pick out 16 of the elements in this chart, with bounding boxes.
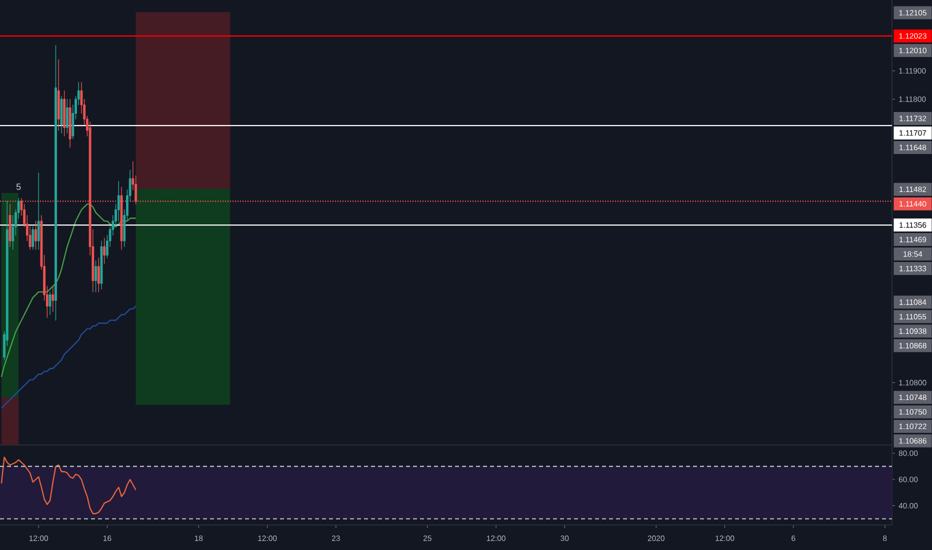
candlestick [94, 260, 97, 292]
candlestick [8, 204, 12, 247]
candlestick [54, 44, 57, 321]
candlestick [63, 90, 66, 136]
candlestick [68, 98, 72, 148]
candlestick [32, 226, 34, 250]
candlestick [48, 292, 52, 315]
candlestick [37, 172, 40, 250]
candlestick [52, 286, 54, 312]
text: 5 [16, 184, 21, 190]
candlestick [34, 220, 37, 250]
candlestick [103, 238, 106, 264]
candlestick [97, 258, 100, 292]
candlestick [66, 98, 68, 134]
candlestick [60, 96, 63, 134]
candlestick [57, 59, 60, 131]
